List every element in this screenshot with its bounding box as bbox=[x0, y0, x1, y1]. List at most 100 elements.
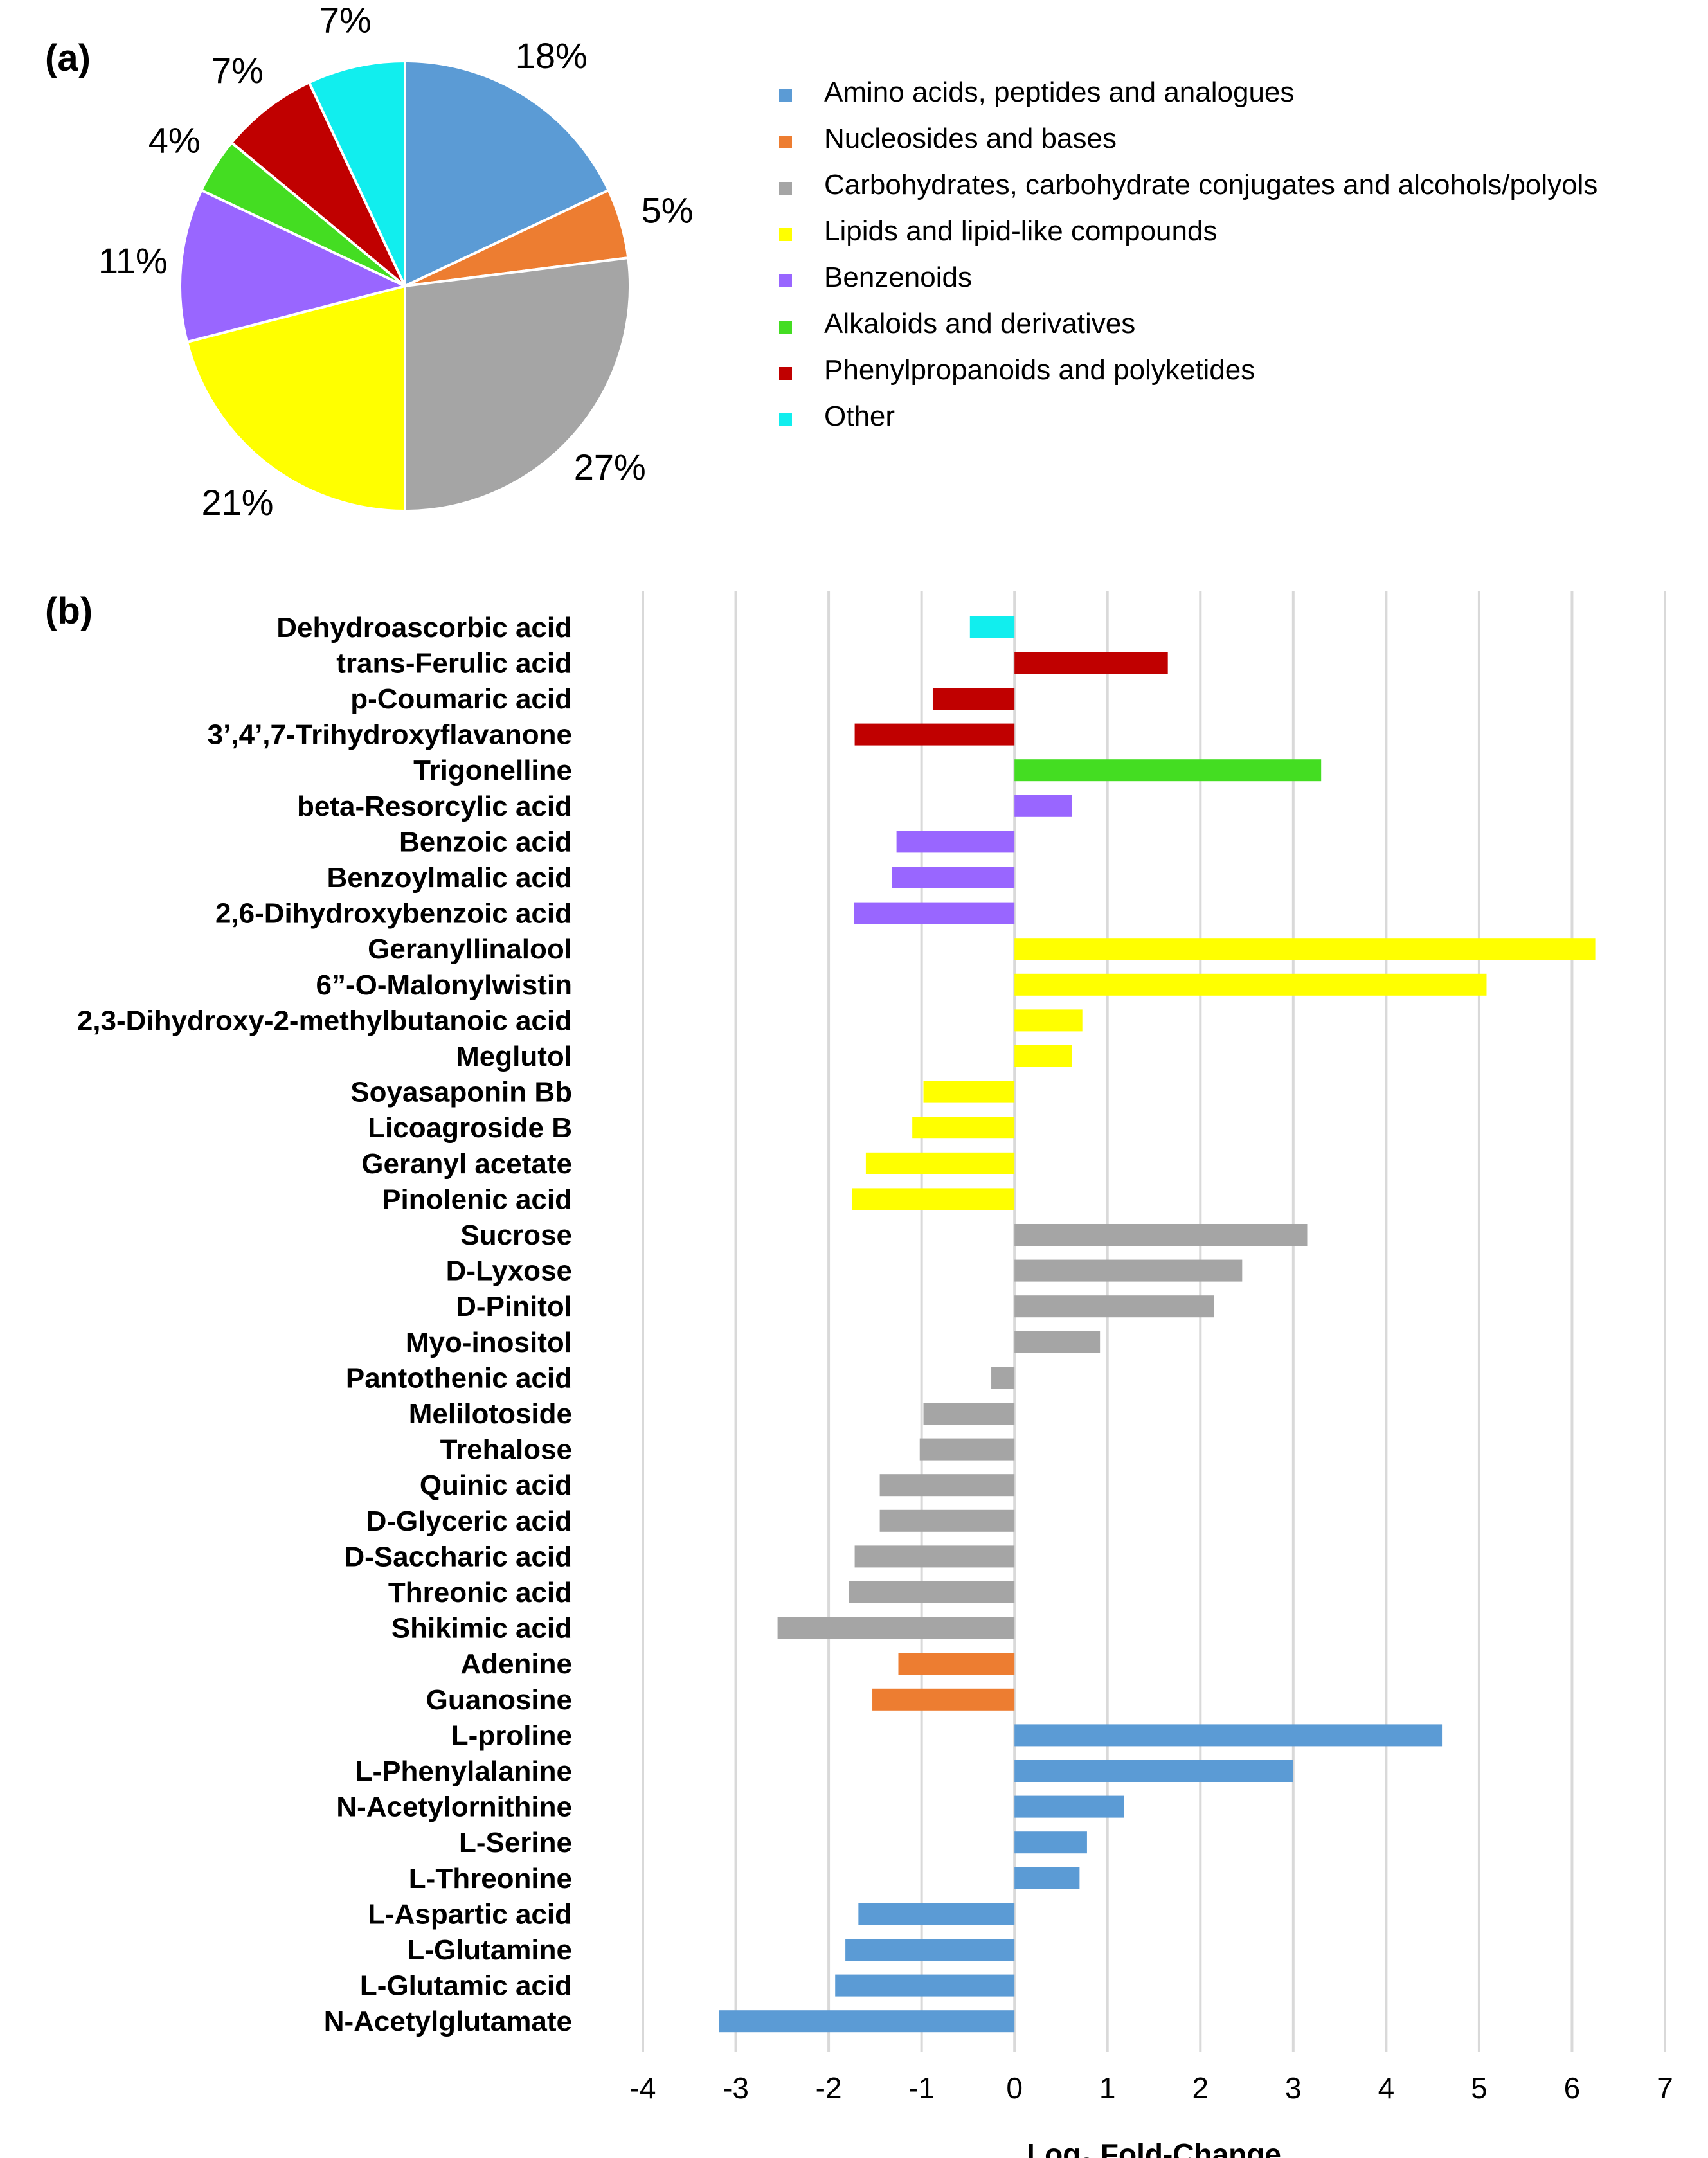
legend-label-1: Nucleosides and bases bbox=[824, 123, 1117, 154]
legend-swatch-3 bbox=[779, 228, 792, 241]
bar-category-labels: Dehydroascorbic acid trans-Ferulic acid p-… bbox=[77, 612, 572, 2037]
pie-label-1: 5% bbox=[642, 190, 694, 230]
category-label-24: Quinic acid bbox=[420, 1470, 572, 1501]
bar-9 bbox=[1014, 938, 1596, 960]
legend-label-5: Alkaloids and derivatives bbox=[824, 308, 1135, 339]
category-label-36: L-Aspartic acid bbox=[368, 1898, 572, 1930]
category-label-25: D-Glyceric acid bbox=[366, 1506, 572, 1537]
category-label-15: Geranyl acetate bbox=[361, 1148, 572, 1180]
pie-chart bbox=[179, 59, 631, 513]
bar-38 bbox=[835, 1974, 1015, 1997]
category-label-13: Soyasaponin Bb bbox=[350, 1077, 572, 1108]
category-label-29: Adenine bbox=[460, 1648, 572, 1680]
x-tick-3: -1 bbox=[908, 2071, 935, 2105]
bar-chart bbox=[719, 616, 1596, 2033]
bar-10 bbox=[1014, 973, 1487, 996]
category-label-32: L-Phenylalanine bbox=[355, 1756, 572, 1787]
category-label-5: beta-Resorcylic acid bbox=[297, 791, 572, 822]
pie-slice-4 bbox=[179, 188, 409, 344]
bar-0 bbox=[969, 616, 1015, 638]
x-axis-title: Log2 Fold-Change bbox=[1027, 2137, 1281, 2158]
bar-7 bbox=[892, 867, 1015, 888]
pie-label-7: 7% bbox=[319, 0, 372, 40]
category-label-10: 6”-O-Malonylwistin bbox=[316, 969, 572, 1001]
bar-11 bbox=[1014, 1009, 1083, 1032]
category-label-12: Meglutol bbox=[456, 1041, 572, 1072]
category-label-14: Licoagroside B bbox=[368, 1112, 572, 1144]
bar-26 bbox=[854, 1545, 1015, 1568]
legend-swatch-2 bbox=[779, 182, 792, 195]
x-tick-0: -4 bbox=[630, 2071, 656, 2105]
x-tick-8: 4 bbox=[1378, 2071, 1395, 2105]
legend-label-2: Carbohydrates, carbohydrate conjugates a… bbox=[824, 169, 1597, 201]
category-label-20: Myo-inositol bbox=[406, 1327, 572, 1358]
bar-15 bbox=[865, 1152, 1015, 1174]
bar-30 bbox=[872, 1688, 1015, 1711]
bar-37 bbox=[845, 1939, 1015, 1961]
legend-swatch-4 bbox=[779, 274, 792, 287]
x-tick-9: 5 bbox=[1471, 2071, 1488, 2105]
x-axis-tick-labels: -4 -3 -2 -1 0 1 2 3 4 5 6 7 bbox=[630, 2071, 1673, 2105]
category-label-2: p-Coumaric acid bbox=[350, 683, 572, 715]
x-tick-6: 2 bbox=[1192, 2071, 1209, 2105]
bar-33 bbox=[1014, 1795, 1124, 1818]
bar-20 bbox=[1014, 1331, 1101, 1353]
category-label-18: D-Lyxose bbox=[446, 1255, 572, 1287]
x-tick-11: 7 bbox=[1657, 2071, 1673, 2105]
category-label-26: D-Saccharic acid bbox=[344, 1541, 572, 1572]
bar-4 bbox=[1014, 759, 1322, 782]
pie-label-2: 27% bbox=[574, 447, 646, 487]
bar-16 bbox=[852, 1188, 1015, 1210]
pie-slice-0 bbox=[404, 59, 611, 289]
bar-24 bbox=[879, 1474, 1015, 1497]
category-label-19: D-Pinitol bbox=[456, 1291, 572, 1322]
x-tick-4: 0 bbox=[1006, 2071, 1023, 2105]
category-label-28: Shikimic acid bbox=[391, 1613, 572, 1644]
legend-swatch-6 bbox=[779, 367, 792, 380]
pie-percent-labels: 18%5%27%21%11%4%7%7% bbox=[98, 0, 694, 523]
x-tick-2: -2 bbox=[816, 2071, 842, 2105]
bar-3 bbox=[854, 723, 1015, 746]
category-label-27: Threonic acid bbox=[388, 1577, 572, 1608]
bar-36 bbox=[858, 1903, 1015, 1925]
category-label-22: Melilotoside bbox=[409, 1398, 572, 1430]
legend-label-4: Benzenoids bbox=[824, 262, 972, 293]
category-label-33: N-Acetylornithine bbox=[336, 1792, 572, 1823]
bar-22 bbox=[923, 1403, 1015, 1425]
category-label-37: L-Glutamine bbox=[407, 1934, 572, 1966]
category-label-35: L-Threonine bbox=[409, 1863, 572, 1894]
bar-29 bbox=[898, 1653, 1015, 1675]
bar-21 bbox=[991, 1367, 1015, 1389]
legend-label-3: Lipids and lipid-like compounds bbox=[824, 215, 1217, 247]
category-label-9: Geranyllinalool bbox=[368, 933, 572, 965]
pie-slice-6 bbox=[229, 80, 406, 287]
category-label-8: 2,6-Dihydroxybenzoic acid bbox=[215, 898, 572, 930]
pie-slice-7 bbox=[307, 59, 406, 287]
bar-gridlines bbox=[642, 591, 1666, 2052]
legend-label-0: Amino acids, peptides and analogues bbox=[824, 76, 1294, 108]
category-label-16: Pinolenic acid bbox=[382, 1183, 572, 1215]
legend-label-6: Phenylpropanoids and polyketides bbox=[824, 354, 1255, 386]
legend-swatch-7 bbox=[779, 413, 792, 426]
category-label-0: Dehydroascorbic acid bbox=[276, 612, 572, 643]
bar-1 bbox=[1014, 652, 1168, 674]
category-label-4: Trigonelline bbox=[413, 755, 572, 786]
legend-swatch-1 bbox=[779, 136, 792, 148]
bar-23 bbox=[919, 1438, 1015, 1461]
category-label-34: L-Serine bbox=[459, 1827, 572, 1858]
bar-34 bbox=[1014, 1831, 1087, 1854]
panel-b-label: (b) bbox=[45, 590, 93, 632]
bar-6 bbox=[896, 831, 1015, 853]
pie-label-5: 4% bbox=[148, 120, 201, 160]
category-label-21: Pantothenic acid bbox=[346, 1362, 572, 1394]
x-tick-10: 6 bbox=[1564, 2071, 1581, 2105]
bar-14 bbox=[912, 1117, 1015, 1139]
bar-19 bbox=[1014, 1295, 1214, 1318]
bar-2 bbox=[932, 688, 1015, 710]
bar-8 bbox=[854, 902, 1015, 924]
bar-18 bbox=[1014, 1259, 1243, 1282]
category-label-6: Benzoic acid bbox=[399, 826, 572, 858]
pie-label-0: 18% bbox=[516, 35, 588, 76]
category-label-1: trans-Ferulic acid bbox=[336, 647, 572, 679]
